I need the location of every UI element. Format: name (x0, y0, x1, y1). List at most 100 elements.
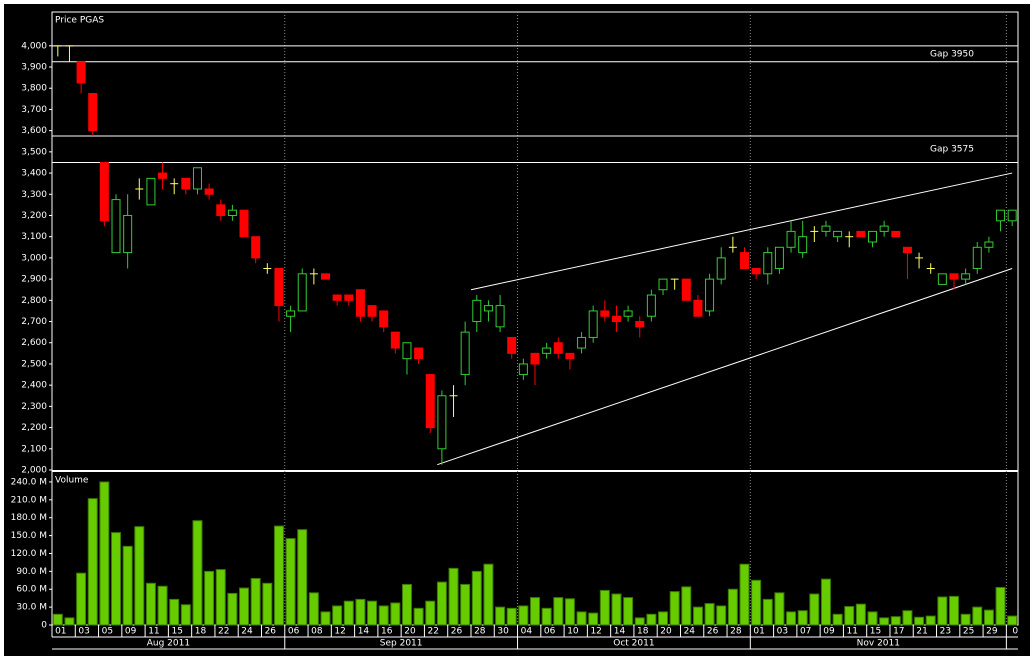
y-tick-label: 240.0 M (11, 477, 47, 487)
volume-bar (541, 607, 552, 626)
volume-bar (332, 605, 343, 626)
volume-bar (972, 606, 983, 626)
candle-body (158, 172, 168, 179)
price-title: Price PGAS (55, 16, 104, 26)
volume-bar (576, 611, 587, 626)
trend-line (437, 268, 1013, 466)
volume-bar (76, 572, 87, 626)
x-tick-label: 20 (404, 627, 416, 637)
candle-body (1007, 209, 1017, 222)
candle-body (88, 93, 98, 132)
y-tick-label: 2,800 (21, 296, 47, 306)
y-tick-label: 0 (41, 621, 47, 631)
volume-bar (401, 583, 412, 626)
candle-body (192, 167, 202, 190)
x-tick-label: 18 (195, 627, 207, 637)
y-tick-label: 120.0 M (11, 549, 47, 559)
x-tick-label: 15 (171, 627, 182, 637)
candle-body (332, 294, 342, 301)
volume-bar (611, 593, 622, 626)
x-tick-label: 14 (614, 627, 626, 637)
trend-line (470, 172, 1013, 291)
candle-body (879, 225, 889, 232)
candle-body (204, 188, 214, 195)
volume-bar (809, 593, 820, 626)
volume-bar (855, 603, 866, 626)
candle-body (774, 246, 784, 270)
candle-body (390, 331, 400, 349)
candle-body (972, 246, 982, 270)
volume-bar (448, 567, 459, 626)
volume-bar (925, 615, 936, 626)
candle-body (414, 347, 424, 360)
volume-bar (460, 583, 471, 626)
volume-bar (157, 585, 168, 626)
candle-body (483, 305, 493, 312)
candle-body (507, 336, 517, 354)
y-tick-label: 2,500 (21, 359, 47, 369)
volume-bar (681, 586, 692, 626)
x-tick-label: 28 (474, 627, 486, 637)
y-tick-label: 2,900 (21, 275, 47, 285)
candle-body (902, 246, 912, 254)
volume-bar (308, 592, 319, 626)
candle-body (216, 204, 226, 216)
y-tick-label: 210.0 M (11, 495, 47, 505)
x-tick-label: 11 (148, 627, 159, 637)
x-tick-label: 03 (777, 627, 788, 637)
candle-body (355, 289, 365, 317)
month-label: Aug 2011 (147, 639, 190, 649)
volume-bar (797, 610, 808, 626)
volume-bar (879, 617, 890, 626)
volume-bar (530, 597, 540, 626)
candle-body (495, 305, 505, 328)
volume-bar (262, 582, 273, 626)
candle-body (705, 278, 715, 312)
y-tick-label: 90.0 M (16, 567, 47, 577)
x-tick-label: 0 (1012, 627, 1018, 637)
volume-bar (52, 613, 63, 626)
volume-bar (180, 604, 191, 626)
volume-bar (134, 526, 145, 626)
x-tick-label: 12 (334, 627, 345, 637)
y-tick-label: 2,600 (21, 338, 47, 348)
volume-bar (343, 600, 354, 626)
x-tick-label: 23 (940, 627, 951, 637)
volume-bar (786, 611, 797, 626)
volume-bar (227, 592, 238, 626)
gap-label: Gap 3950 (930, 49, 974, 59)
volume-bar (99, 481, 110, 626)
y-tick-label: 4,000 (21, 41, 47, 51)
volume-bar (215, 569, 226, 626)
volume-bar (623, 597, 634, 626)
x-tick-label: 20 (660, 627, 672, 637)
volume-bar (145, 582, 156, 626)
candle-body (425, 374, 435, 429)
candle-body (739, 252, 749, 270)
x-tick-label: 28 (730, 627, 742, 637)
x-tick-label: 24 (684, 627, 696, 637)
volume-bar (204, 570, 215, 626)
volume-title: Volume (55, 476, 89, 486)
chart-bg (4, 4, 1030, 656)
volume-bar (669, 591, 680, 626)
candle-body (623, 310, 633, 317)
candle-body (611, 315, 621, 323)
volume-bar (273, 525, 284, 626)
volume-bar (774, 592, 785, 626)
x-tick-label: 06 (288, 627, 300, 637)
candle-body (402, 342, 412, 360)
candle-body (600, 310, 610, 317)
candle-body (111, 199, 121, 254)
volume-bar (378, 605, 389, 626)
y-tick-label: 3,900 (21, 63, 47, 73)
candle-body (472, 299, 482, 323)
volume-bar (646, 613, 657, 626)
candle-body (891, 230, 901, 238)
month-label: Sep 2011 (380, 639, 423, 649)
volume-bar (692, 606, 703, 626)
candle-body (367, 305, 377, 317)
x-tick-label: 03 (78, 627, 89, 637)
y-tick-label: 180.0 M (11, 513, 47, 523)
x-tick-label: 22 (218, 627, 229, 637)
